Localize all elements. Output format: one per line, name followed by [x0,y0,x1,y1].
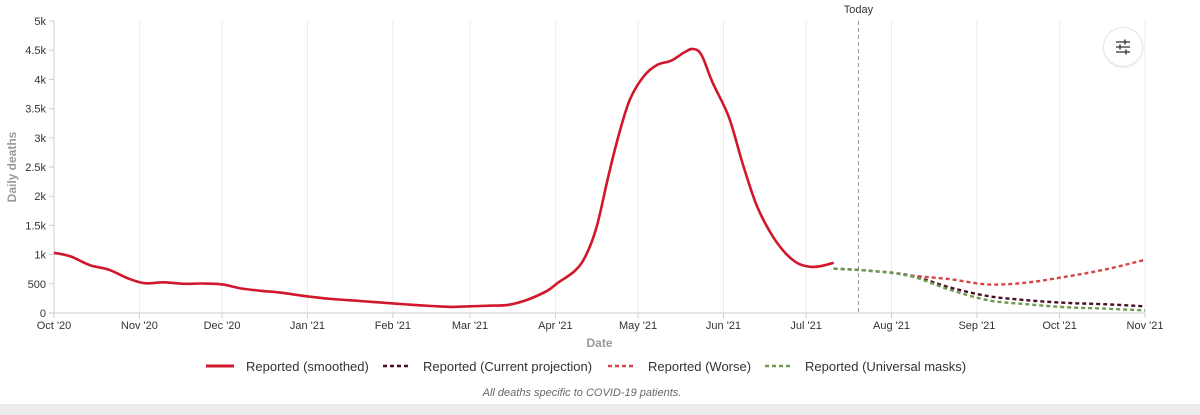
x-tick-label: May '21 [619,320,657,332]
daily-deaths-chart: Today Oct '20 Nov '20 Dec '20 Jan '21 Feb '2… [5,4,1163,399]
x-tick-label: Nov '20 [121,320,158,332]
y-tick-label: 500 [28,279,46,291]
y-tick-label: 0 [40,308,46,320]
today-marker: Today [844,4,874,313]
y-tick-label: 1.5k [25,220,46,232]
y-axis-title: Daily deaths [5,131,19,202]
sliders-icon [1116,39,1130,55]
y-tick-label: 2k [34,191,46,203]
x-tick-label: Oct '21 [1042,320,1077,332]
legend-label-reported-worse[interactable]: Reported (Worse) [648,359,751,374]
y-tick-label: 4.5k [25,45,46,57]
legend: Reported (smoothed) Reported (Current pro… [206,359,966,374]
y-tick-label: 3k [34,133,46,145]
x-axis-title: Date [586,336,612,350]
page-bottom-strip [0,404,1200,415]
y-tick-label: 1k [34,250,46,262]
series-line-reported-worse [910,258,1146,286]
x-tick-label: Nov '21 [1127,320,1164,332]
x-tick-label: Oct '20 [37,320,72,332]
x-tick-label: Aug '21 [873,320,910,332]
x-tick-label: Sep '21 [958,320,995,332]
y-tick-label: 2.5k [25,162,46,174]
y-tick-label: 5k [34,16,46,28]
x-tick-label: Dec '20 [204,320,241,332]
legend-label-reported-current-projection[interactable]: Reported (Current projection) [423,359,592,374]
x-tick-label: Mar '21 [452,320,488,332]
chart-settings-button[interactable] [1104,28,1142,66]
gridlines [53,21,1146,313]
x-tick-label: Apr '21 [538,320,573,332]
series-lines [53,47,1146,312]
legend-label-reported-universal-masks[interactable]: Reported (Universal masks) [805,359,966,374]
axes: Oct '20 Nov '20 Dec '20 Jan '21 Feb '21 Mar '… [5,16,1163,350]
chart-card [0,0,1200,404]
y-tick-label: 4k [34,74,46,86]
today-label: Today [844,4,874,16]
x-tick-label: Jan '21 [290,320,325,332]
series-line-reported-smoothed [53,47,835,309]
x-tick-label: Feb '21 [375,320,411,332]
x-tick-label: Jun '21 [706,320,741,332]
x-tick-label: Jul '21 [790,320,821,332]
series-line-reported-current-projection [833,267,1146,308]
legend-label-reported-smoothed[interactable]: Reported (smoothed) [246,359,369,374]
series-line-reported-universal-masks [833,267,1146,312]
chart-footnote: All deaths specific to COVID-19 patients… [482,387,682,399]
y-tick-label: 3.5k [25,104,46,116]
